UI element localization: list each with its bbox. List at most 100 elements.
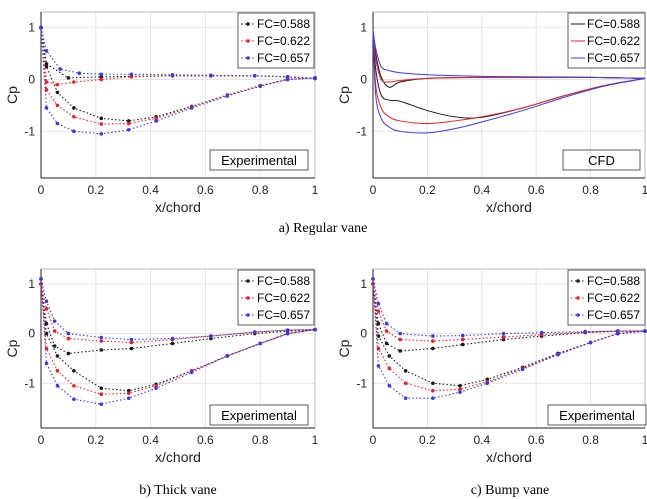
x-tick-label: 0.8 — [252, 183, 269, 197]
y-axis-label: Cp — [4, 339, 20, 357]
panel-tag: Experimental — [209, 149, 309, 171]
data-point — [129, 340, 134, 345]
data-point — [520, 367, 525, 372]
data-point — [55, 103, 60, 108]
series-line — [40, 27, 316, 135]
tag-box — [547, 404, 647, 426]
data-point — [387, 354, 392, 358]
legend-label: FC=0.622 — [257, 291, 310, 305]
data-point — [72, 129, 76, 134]
legend-label: FC=0.657 — [257, 308, 310, 322]
legend: FC=0.588 FC=0.622 FC=0.657 — [237, 12, 315, 69]
data-point — [458, 390, 462, 395]
legend-marker — [246, 296, 250, 300]
data-point — [55, 121, 60, 126]
data-point — [376, 309, 381, 314]
data-point — [384, 321, 389, 326]
data-point — [431, 339, 435, 343]
legend-label: FC=0.622 — [257, 34, 310, 48]
data-point — [55, 354, 60, 358]
legend-marker — [246, 313, 250, 317]
data-point — [44, 106, 49, 110]
data-point — [126, 391, 131, 396]
data-point — [583, 329, 587, 334]
tag-label: CFD — [588, 153, 615, 168]
data-point — [99, 348, 104, 352]
panels: 0 0.2 0.4 0.6 0.8 110-1x/chordCpFC=0.588FC=0.… — [4, 11, 647, 465]
x-tick-label: 1 — [642, 183, 647, 197]
data-point — [170, 336, 175, 341]
series-line — [40, 283, 316, 355]
series-line — [372, 278, 646, 399]
legend-label: FC=0.622 — [587, 291, 640, 305]
data-point — [616, 329, 620, 333]
data-point — [431, 396, 435, 400]
legend-label: FC=0.588 — [257, 274, 310, 288]
data-point — [126, 396, 131, 400]
y-tick-label: -1 — [356, 376, 367, 390]
legend-marker — [576, 296, 580, 300]
legend-label: FC=0.657 — [587, 308, 640, 322]
data-point — [52, 344, 57, 348]
data-point — [539, 330, 544, 335]
data-point — [99, 72, 104, 77]
data-point — [72, 106, 76, 110]
data-point — [460, 342, 465, 347]
data-point — [431, 388, 435, 393]
data-point — [72, 369, 76, 373]
legend-label: FC=0.588 — [587, 17, 640, 31]
data-point — [39, 25, 43, 30]
legend-marker — [246, 279, 250, 283]
data-point — [129, 337, 134, 342]
data-point — [588, 340, 593, 345]
data-point — [376, 301, 381, 306]
caption-regular: a) Regular vane — [279, 221, 368, 236]
data-point — [501, 337, 506, 342]
panel-c-exp: 0 0.2 0.4 0.6 0.8 110-1x/chordCpFC=0.588FC=0.… — [336, 268, 647, 465]
x-tick-label: 0.2 — [87, 183, 104, 197]
data-point — [258, 84, 263, 88]
data-point — [129, 346, 134, 351]
legend-marker — [246, 56, 250, 60]
x-tick-label: 1 — [312, 183, 319, 197]
data-point — [52, 319, 57, 323]
legend-label: FC=0.588 — [257, 17, 310, 31]
data-point — [643, 329, 647, 333]
x-tick-label: 0.6 — [197, 433, 214, 447]
data-point — [285, 75, 290, 79]
data-point — [313, 76, 317, 80]
data-point — [72, 114, 76, 119]
data-point — [55, 90, 60, 95]
y-tick-label: 0 — [28, 72, 35, 86]
x-tick-label: 0.8 — [582, 183, 599, 197]
data-point — [44, 62, 49, 66]
data-point — [129, 72, 134, 77]
x-axis-label: x/chord — [486, 199, 532, 215]
data-point — [99, 386, 104, 391]
data-point — [371, 277, 375, 281]
tag-label: Experimental — [221, 408, 297, 423]
series-line — [40, 27, 316, 125]
x-tick-label: 0.2 — [419, 183, 436, 197]
data-point — [252, 74, 257, 78]
panel-tag: Experimental — [209, 404, 309, 426]
data-point — [556, 352, 560, 357]
y-axis-label: Cp — [4, 86, 20, 104]
legend-marker — [246, 39, 250, 43]
data-point — [313, 327, 317, 332]
data-point — [170, 72, 175, 77]
data-point — [225, 94, 230, 98]
x-tick-label: 0.6 — [528, 433, 545, 447]
data-point — [72, 383, 76, 388]
panel-a-cfd: 0 0.2 0.4 0.6 0.8 110-1x/chordCpFC=0.588FC=0.… — [336, 11, 647, 215]
y-tick-label: 1 — [360, 277, 367, 291]
legend: FC=0.588 FC=0.622 FC=0.657 — [567, 12, 646, 69]
data-point — [99, 132, 104, 136]
data-point — [99, 122, 104, 126]
data-point — [258, 341, 263, 346]
data-point — [126, 121, 131, 126]
data-point — [126, 388, 131, 393]
data-point — [431, 381, 435, 386]
data-point — [44, 64, 49, 69]
legend-label: FC=0.622 — [587, 34, 640, 48]
